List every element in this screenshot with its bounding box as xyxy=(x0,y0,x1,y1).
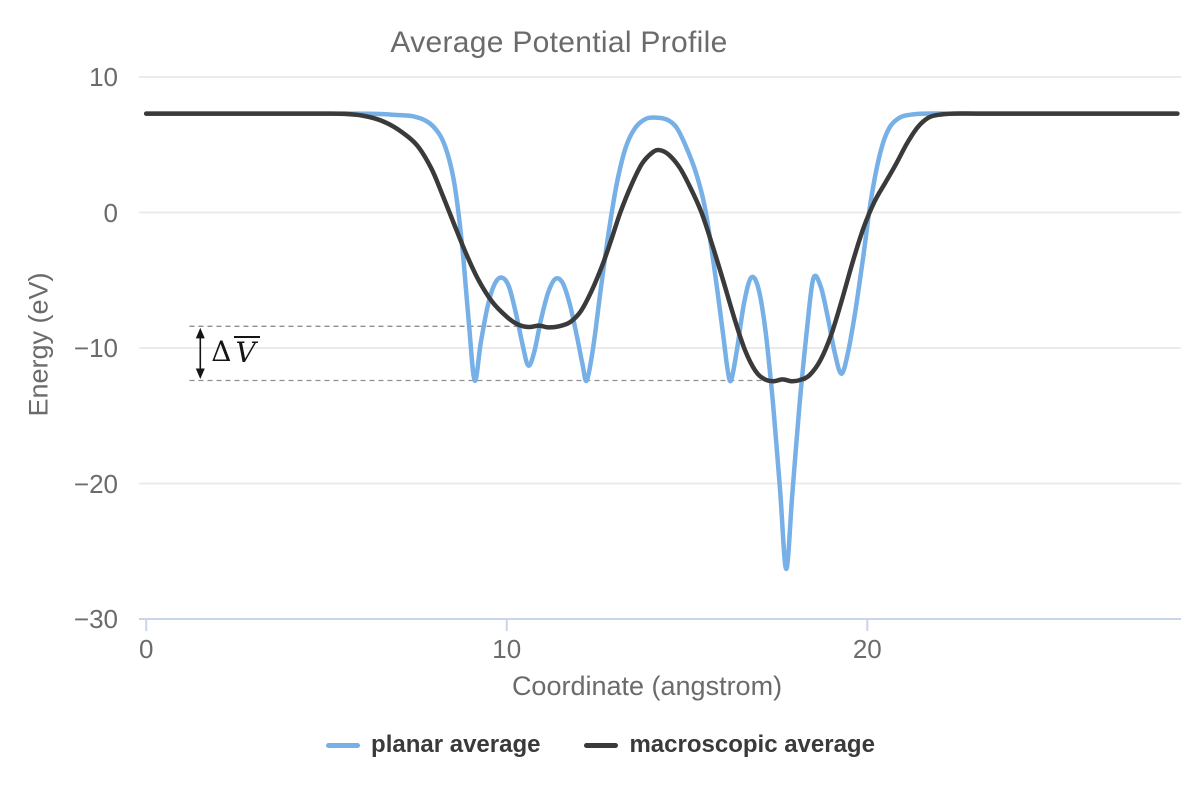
guide-lines xyxy=(189,325,807,382)
y-tick-label: −30 xyxy=(73,604,118,634)
delta-symbol: Δ xyxy=(211,335,232,369)
legend-label: macroscopic average xyxy=(629,731,875,758)
gridlines xyxy=(139,76,1181,485)
legend-swatch-icon xyxy=(326,742,361,748)
series-planar-average xyxy=(143,111,1180,572)
legend-item-macroscopic-average[interactable]: macroscopic average xyxy=(584,731,875,759)
x-tick-label: 20 xyxy=(852,634,882,664)
arrow-head-up xyxy=(195,327,205,339)
y-tick-label: 0 xyxy=(103,197,118,228)
y-tick-label: 10 xyxy=(89,62,118,92)
x-axis-title: Coordinate (angstrom) xyxy=(511,671,783,701)
arrow-head-down xyxy=(195,368,205,380)
delta-v-arrow xyxy=(195,327,205,380)
legend: planar average macroscopic average xyxy=(0,731,1201,759)
x-axis-ticks xyxy=(145,619,869,631)
v-overline-symbol: V xyxy=(233,336,260,368)
legend-item-planar-average[interactable]: planar average xyxy=(326,731,540,759)
x-tick-label: 10 xyxy=(492,634,522,664)
x-tick-label: 0 xyxy=(138,634,154,664)
legend-label: planar average xyxy=(371,731,541,758)
y-tick-label: −20 xyxy=(73,468,118,499)
chart-title: Average Potential Profile xyxy=(390,26,728,59)
legend-swatch-icon xyxy=(584,742,619,748)
y-tick-label: −10 xyxy=(73,333,118,363)
series-macroscopic-average xyxy=(143,111,1180,384)
